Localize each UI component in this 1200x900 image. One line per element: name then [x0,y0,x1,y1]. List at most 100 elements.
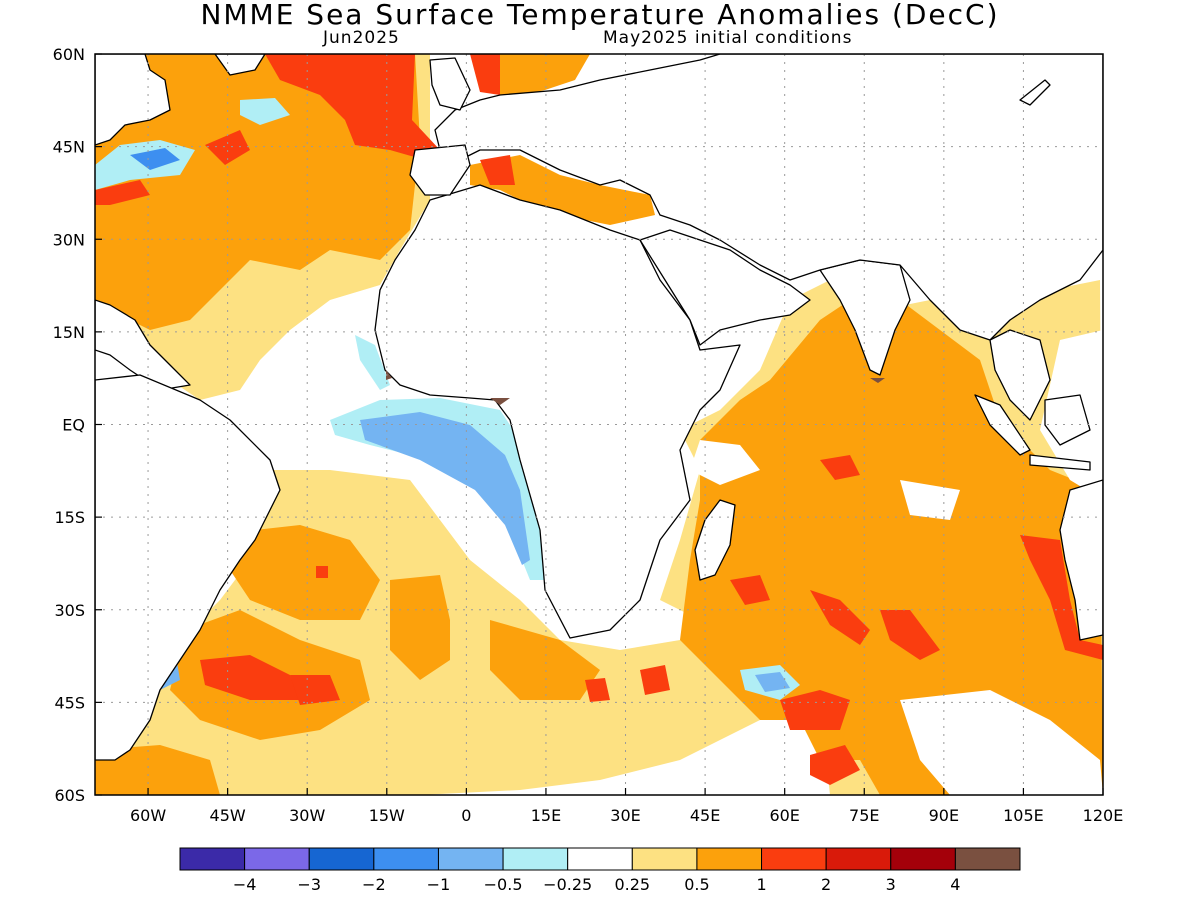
x-tick-label: 30W [289,806,325,825]
land-java [1029,454,1091,471]
colorbar-swatch [696,847,763,871]
anomaly-region-norway-red [470,54,505,95]
anomaly-region-med-orange [470,155,655,225]
valid-month-label: Jun2025 [323,28,400,48]
colorbar-swatch [308,847,375,871]
anomaly-region-senegal-cold [355,335,390,390]
x-tick-label: 75E [849,806,879,825]
colorbar-swatch [373,847,439,871]
y-tick-label: 30S [54,601,85,620]
colorbar-swatch [437,847,504,871]
y-tick-label: 45N [53,138,85,157]
land-central-america [95,299,191,391]
anomaly-region-med-red [480,155,515,185]
anomaly-region-ne-atlantic-red [265,54,440,160]
anomaly-region-far-south-white [900,690,1103,795]
anomaly-region-far-south-orange [95,745,220,795]
x-tick-label: 15W [369,806,405,825]
anomaly-region-gulf-stream-red [95,180,150,205]
colorbar-label: 1 [756,875,766,894]
colorbar-swatch [179,847,246,871]
y-tick-label: 15S [54,508,85,527]
anomaly-region-agulhas-red-2 [585,678,610,702]
x-tick-label: 60E [769,806,799,825]
land-mask-speck-3 [386,370,392,380]
colorbar-swatch [954,847,1021,871]
anomaly-region-ne-us-red [205,130,250,165]
y-tick-label: 60N [53,45,85,64]
colorbar-label: 2 [821,875,831,894]
land-japan [1019,79,1051,106]
initial-conditions-label: May2025 initial conditions [603,28,853,48]
anomaly-region-north-sea-orange [500,54,590,100]
colorbar-label: 4 [950,875,960,894]
colorbar-label: −0.25 [543,875,592,894]
y-tick-label: 30N [53,230,85,249]
land-mask-speck-1 [490,398,510,405]
colorbar-label: −3 [297,875,321,894]
x-tick-label: 105E [1003,806,1044,825]
x-tick-label: 30E [610,806,640,825]
x-tick-label: 45E [690,806,720,825]
colorbar: −4 −3 −2 −1 −0.5 −0.25 0.25 0.5 1 2 3 4 [179,847,1021,894]
colorbar-label: −4 [233,875,257,894]
anomaly-region-s-atlantic-orange-1 [230,525,380,620]
land-north-america [95,54,171,146]
colorbar-swatch [567,847,633,871]
land-south-america [95,374,281,761]
land-borneo [1044,394,1091,446]
land-greenland-tip [214,54,266,76]
anomaly-region-s-atlantic-red-1 [200,655,300,700]
x-axis: 60W 45W 30W 15W 0 15E 30E 45E 60E 75E 90E 105E 120E [130,788,1123,825]
anomaly-region-southern-blue [755,672,790,692]
x-tick-label: 60W [130,806,166,825]
colorbar-swatch [825,847,892,871]
colorbar-label: 0.5 [684,875,709,894]
x-tick-label: 15E [531,806,561,825]
anomaly-region-w-australia-red [1020,535,1103,660]
anomaly-region-indian-red-5 [810,745,860,785]
colorbar-swatch [244,847,310,871]
colorbar-swatch [631,847,698,871]
colorbar-label: −1 [427,875,451,894]
anomaly-region-agulhas-red [640,665,670,695]
land-uk [429,57,471,111]
y-tick-label: 15N [53,323,85,342]
x-tick-label: 45W [210,806,246,825]
map-title: NMME Sea Surface Temperature Anomalies (… [200,0,1000,31]
anomaly-region-s-atlantic-orange-3 [390,575,450,680]
anomaly-region-labrador-cold [240,98,290,125]
anomaly-region-indian-red-1 [820,455,860,480]
land-iberia [409,144,471,196]
land-sumatra [974,394,1031,456]
y-tick-label: 45S [54,693,85,712]
anomaly-region-madagascar-red [730,575,770,605]
colorbar-swatch [890,847,956,871]
x-tick-label: 120E [1083,806,1124,825]
anomaly-field [95,54,1103,795]
land-australia [1059,479,1103,641]
anomaly-region-gulf-stream-blue [130,148,180,170]
colorbar-label: −2 [362,875,386,894]
land-eurasia [434,54,1103,341]
anomaly-region-n-atlantic-orange [95,54,420,330]
anomaly-region-indian-red-4 [780,690,850,730]
land-mask-speck-2 [870,378,885,383]
colorbar-label: 3 [886,875,896,894]
x-tick-label: 90E [929,806,959,825]
y-tick-label: EQ [62,416,85,435]
anomaly-region-s-atlantic-orange-4 [490,620,600,700]
anomaly-region-tropical-atlantic-blue [360,412,530,565]
colorbar-label: −0.5 [484,875,523,894]
colorbar-swatch [761,847,827,871]
anomaly-region-s-atlantic-red-2 [290,675,340,705]
y-tick-label: 60S [54,786,85,805]
land-arabia-asia [639,229,811,346]
x-tick-label: 0 [461,806,471,825]
anomaly-region-indian-white-2 [900,480,960,520]
anomaly-region-s-atlantic-red-3 [316,566,328,578]
map-gridlines [95,54,1103,795]
colorbar-label: 0.25 [614,875,650,894]
y-axis: 60N 45N 30N 15N EQ 15S 30S 45S 60S [53,45,102,805]
